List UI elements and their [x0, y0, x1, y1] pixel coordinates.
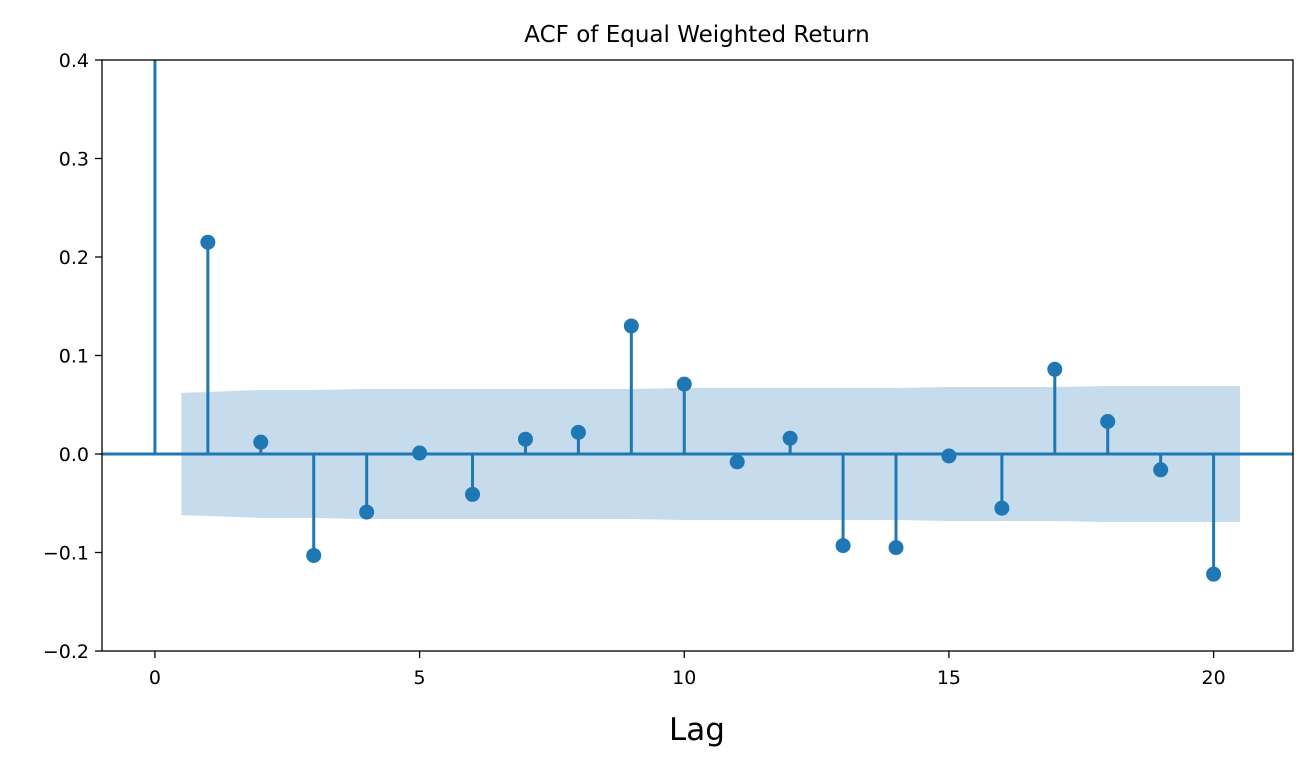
markers-group	[200, 234, 1222, 582]
stem-marker-lag-11	[729, 454, 745, 470]
x-tick-label: 0	[149, 667, 161, 689]
stem-marker-lag-12	[782, 430, 798, 446]
stem-marker-lag-14	[888, 540, 904, 556]
y-tick-label: 0.2	[59, 247, 89, 269]
stem-marker-lag-15	[941, 448, 957, 464]
y-tick-label: 0.1	[59, 346, 89, 368]
x-tick-label: 10	[672, 667, 696, 689]
stem-marker-lag-13	[835, 538, 851, 554]
stem-marker-lag-17	[1047, 361, 1063, 377]
stem-marker-lag-18	[1100, 413, 1116, 429]
y-tick-label: −0.2	[43, 641, 89, 663]
stem-marker-lag-10	[676, 376, 692, 392]
y-tick-label: −0.1	[43, 543, 89, 565]
y-tick-label: 0.3	[59, 149, 89, 171]
stem-marker-lag-8	[570, 424, 586, 440]
stem-marker-lag-4	[359, 504, 375, 520]
x-tick-label: 20	[1202, 667, 1226, 689]
stem-marker-lag-2	[253, 434, 269, 450]
plot-area	[102, 60, 1293, 582]
stem-marker-lag-3	[306, 547, 322, 563]
stem-marker-lag-7	[517, 431, 533, 447]
stem-marker-lag-9	[623, 318, 639, 334]
stem-marker-lag-20	[1206, 566, 1222, 582]
stem-marker-lag-19	[1153, 462, 1169, 478]
chart-title: ACF of Equal Weighted Return	[524, 22, 869, 48]
stem-marker-lag-1	[200, 234, 216, 250]
plot-frame	[101, 59, 1294, 652]
stem-marker-lag-5	[412, 445, 428, 461]
y-axis-ticks: −0.2 −0.1 0.0 0.1 0.2 0.3 0.4	[43, 50, 102, 663]
x-axis-ticks: 0 5 10 15 20	[149, 651, 1226, 689]
x-tick-label: 5	[414, 667, 426, 689]
stem-marker-lag-6	[465, 486, 481, 502]
stem-marker-lag-16	[994, 500, 1010, 516]
y-tick-label: 0.4	[59, 50, 89, 72]
x-axis-label: Lag	[669, 712, 725, 748]
x-tick-label: 15	[937, 667, 961, 689]
y-tick-label: 0.0	[59, 444, 89, 466]
